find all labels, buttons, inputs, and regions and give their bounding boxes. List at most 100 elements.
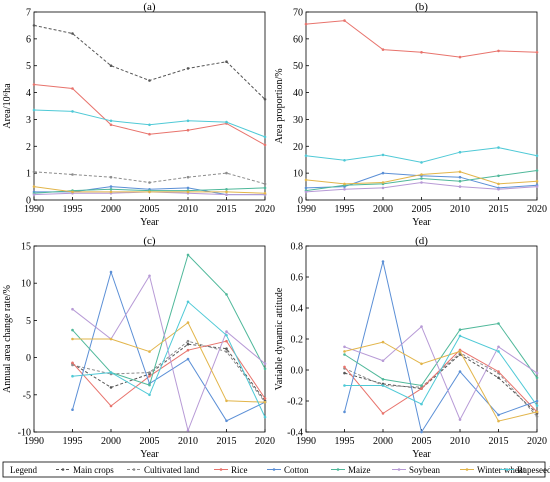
data-point: [225, 350, 228, 353]
data-point: [343, 384, 346, 387]
data-point: [343, 365, 346, 369]
data-point: [148, 123, 151, 127]
data-point: [458, 179, 462, 183]
data-point: [148, 274, 151, 278]
data-point: [71, 337, 74, 341]
x-tick-label: 2010: [450, 436, 470, 447]
data-point: [148, 190, 151, 194]
y-tick-label: 20: [293, 142, 303, 153]
y-tick-label: -0.4: [287, 428, 303, 439]
data-point: [109, 119, 113, 123]
chart-panel: -0.4 -0.2 0.0 0.2 0.4 0.6 0.8 1990 1995 2000 2005 2…: [274, 235, 547, 460]
series-cultivated_land: [343, 351, 539, 418]
y-tick-label: 3: [26, 115, 31, 126]
x-axis-label: Year: [140, 449, 159, 460]
x-tick-label: 2020: [255, 436, 275, 447]
x-tick-label: 2000: [101, 436, 121, 447]
data-point: [497, 49, 500, 53]
data-point: [71, 173, 74, 176]
series-winter_wheat: [304, 170, 539, 186]
data-point: [263, 415, 267, 419]
y-axis-label: Area proportion/%: [274, 68, 285, 143]
data-point: [304, 186, 308, 190]
data-point: [343, 345, 346, 349]
series-line: [33, 84, 266, 146]
data-point: [535, 410, 539, 414]
x-tick-label: 1990: [296, 436, 316, 447]
legend-marker: [61, 468, 65, 471]
y-tick-label: 30: [293, 115, 303, 126]
data-point: [225, 190, 228, 194]
data-point: [186, 342, 190, 346]
legend-marker: [505, 468, 509, 471]
data-point: [381, 260, 385, 263]
data-point: [32, 193, 36, 196]
data-point: [225, 171, 228, 175]
data-point: [186, 300, 190, 304]
data-point: [225, 339, 228, 343]
data-point: [458, 418, 462, 421]
series-cotton: [343, 260, 539, 434]
data-point: [109, 404, 113, 408]
data-point: [497, 376, 500, 380]
x-tick-label: 1995: [63, 436, 83, 447]
y-tick-label: 0.6: [291, 273, 304, 284]
data-point: [497, 322, 500, 325]
legend-item-maize: Maize: [331, 465, 371, 475]
data-point: [381, 186, 385, 190]
data-point: [535, 185, 539, 188]
data-point: [535, 404, 539, 407]
data-point: [148, 79, 151, 82]
y-tick-label: 4: [26, 88, 31, 99]
series-rice: [343, 348, 539, 415]
y-axis-label: Area/10⁶ha: [2, 83, 13, 129]
data-point: [420, 384, 423, 387]
data-point: [263, 400, 267, 404]
data-point: [420, 387, 423, 390]
data-point: [148, 350, 151, 353]
series-line: [344, 352, 538, 417]
series-rapeseed: [32, 108, 267, 139]
data-point: [186, 253, 190, 257]
legend-marker: [272, 468, 276, 471]
x-tick-label: 2015: [489, 204, 509, 215]
legend-item-soybean: Soybean: [392, 465, 440, 475]
y-tick-label: 0.0: [291, 366, 304, 377]
data-point: [420, 430, 423, 434]
data-point: [263, 192, 267, 195]
data-point: [381, 153, 385, 157]
data-point: [343, 350, 346, 353]
data-point: [32, 185, 36, 188]
data-point: [458, 350, 462, 353]
y-tick-label: 0.2: [291, 335, 304, 346]
y-tick-label: 0.4: [291, 304, 304, 315]
data-point: [71, 328, 74, 332]
series-line: [344, 322, 538, 387]
data-point: [535, 169, 539, 172]
data-point: [458, 328, 462, 332]
x-tick-label: 1995: [63, 204, 83, 215]
legend-label: Cultivated land: [144, 465, 200, 475]
data-point: [343, 188, 346, 191]
series-line: [344, 335, 538, 406]
data-point: [497, 146, 500, 149]
panel-title: (d): [415, 235, 428, 247]
y-tick-label: 40: [293, 88, 303, 99]
x-tick-label: 2000: [373, 436, 393, 447]
data-point: [497, 419, 500, 423]
data-point: [420, 177, 423, 180]
legend-label: Cotton: [284, 465, 309, 475]
data-point: [535, 154, 539, 157]
series-rice: [304, 19, 539, 59]
data-point: [458, 170, 462, 174]
y-axis-label: Annual area change rate/%: [2, 285, 13, 393]
legend-label: Soybean: [409, 465, 440, 475]
data-point: [186, 128, 190, 132]
data-point: [71, 374, 74, 378]
data-point: [148, 132, 151, 136]
x-axis-label: Year: [140, 217, 159, 228]
data-point: [225, 188, 228, 191]
series-line: [72, 343, 266, 402]
data-point: [32, 170, 36, 174]
